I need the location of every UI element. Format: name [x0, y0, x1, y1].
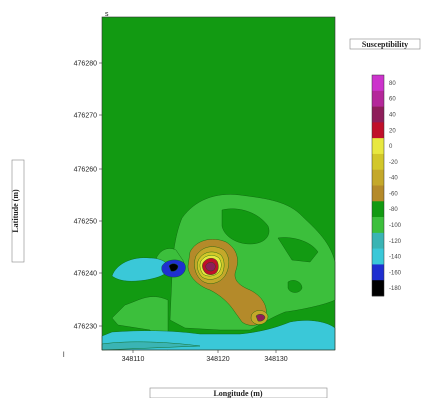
- colorbar-swatch: [372, 75, 384, 92]
- colorbar-swatch: [372, 153, 384, 171]
- colorbar-label: 20: [389, 128, 396, 134]
- colorbar-swatch: [372, 264, 384, 281]
- y-tick-label: 476260: [74, 167, 97, 174]
- colorbar-swatch: [372, 248, 384, 265]
- colorbar-swatch: [372, 122, 384, 139]
- y-tick-label: 476280: [74, 61, 97, 68]
- stray-mark: l: [63, 352, 65, 359]
- legend-title: Susceptibility: [362, 40, 408, 49]
- contour-teal-south: [101, 341, 201, 351]
- colorbar-swatch: [372, 232, 384, 249]
- x-tick-label: 348110: [122, 356, 145, 363]
- y-tick-label: 476230: [74, 324, 97, 331]
- y-axis-label: Latitude (m): [11, 189, 20, 233]
- colorbar-label: 80: [389, 81, 396, 87]
- colorbar-label: -180: [389, 286, 402, 292]
- colorbar-swatch: [372, 90, 384, 107]
- corner-mark: s: [105, 11, 109, 18]
- x-axis-label-box: Longitude (m): [149, 387, 328, 399]
- contour-darkgreen: [277, 237, 319, 263]
- colorbar-swatch: [372, 201, 384, 218]
- contour-darkgreen: [287, 280, 303, 293]
- colorbar-label: -160: [389, 270, 402, 276]
- x-axis-ticks: 348110 348120 348130: [122, 350, 288, 363]
- colorbar-swatch: [372, 138, 384, 155]
- colorbar-frame: [371, 74, 385, 297]
- colorbar-label: 0: [389, 144, 393, 150]
- contour-layer: [101, 194, 336, 351]
- contour-darkgreen: [221, 208, 270, 245]
- contour-plateau: [169, 194, 336, 331]
- y-axis-label-box: Latitude (m): [11, 159, 25, 263]
- y-tick-label: 476250: [74, 219, 97, 226]
- colorbar-swatch: [372, 169, 384, 186]
- colorbar-label: -120: [389, 239, 402, 245]
- colorbar-swatch: [372, 106, 384, 123]
- colorbar-label: 40: [389, 112, 396, 118]
- x-axis-label: Longitude (m): [213, 389, 262, 398]
- y-axis-ticks: 476280 476270 476260 476250 476240 476230: [74, 61, 102, 331]
- contour-south-core: [255, 314, 266, 322]
- colorbar-label: -40: [389, 176, 398, 182]
- colorbar-label: -20: [389, 160, 398, 166]
- y-tick-label: 476240: [74, 271, 97, 278]
- colorbar-label: -80: [389, 207, 398, 213]
- plot-frame: [101, 16, 336, 351]
- colorbar-label: -60: [389, 191, 398, 197]
- colorbar-label: -140: [389, 255, 402, 261]
- y-tick-label: 476270: [74, 113, 97, 120]
- x-tick-label: 348120: [206, 356, 229, 363]
- contour-magenta-core: [205, 262, 216, 272]
- colorbar-swatch: [372, 280, 384, 297]
- legend-title-box: Susceptibility: [349, 38, 421, 50]
- colorbar-swatch: [372, 185, 384, 202]
- colorbar: 80 60 40 20 0 -20 -40 -60 -80 -100 -120 -140 -160 -18…: [371, 74, 402, 297]
- contour-black-core: [168, 263, 179, 272]
- colorbar-label: -100: [389, 223, 402, 229]
- x-tick-label: 348130: [264, 356, 287, 363]
- colorbar-label: 60: [389, 97, 396, 103]
- colorbar-swatch: [372, 217, 384, 234]
